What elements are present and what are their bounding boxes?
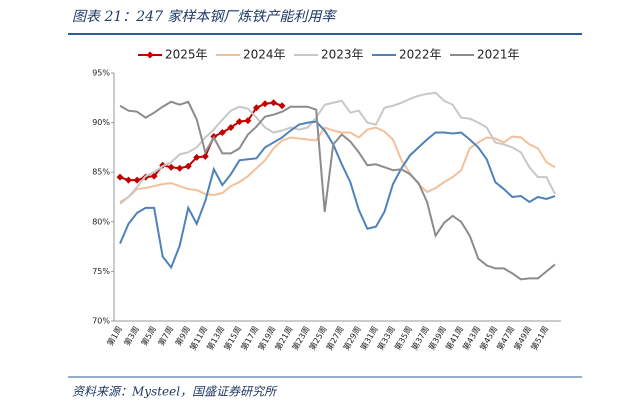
point-marker	[184, 162, 192, 170]
series-line	[119, 126, 556, 205]
point-marker	[218, 129, 226, 137]
legend-marker	[146, 51, 154, 59]
y-tick-label: 95%	[92, 69, 110, 78]
x-tick-label: 第7周	[156, 324, 175, 347]
y-tick-label: 90%	[92, 118, 110, 127]
y-tick-label: 80%	[92, 217, 110, 226]
point-marker	[261, 100, 269, 108]
point-marker	[201, 152, 209, 160]
chart-title: 图表 21：247 家样本钢厂炼铁产能利用率	[72, 9, 337, 25]
point-marker	[270, 99, 278, 107]
point-marker	[227, 124, 235, 132]
point-marker	[244, 117, 252, 125]
legend-label: 2023年	[321, 48, 364, 62]
series-line	[119, 91, 556, 203]
y-tick-label: 85%	[92, 168, 110, 177]
y-tick-label: 70%	[92, 317, 110, 326]
x-tick-label: 第51周	[529, 324, 551, 352]
legend-label: 2022年	[399, 48, 442, 62]
point-marker	[235, 118, 243, 126]
point-marker	[125, 176, 133, 184]
point-marker	[116, 173, 124, 181]
point-marker	[150, 172, 158, 180]
point-marker	[252, 104, 260, 112]
point-marker	[167, 163, 175, 171]
legend-label: 2024年	[243, 48, 286, 62]
point-marker	[193, 153, 201, 161]
legend-label: 2025年	[165, 48, 208, 62]
x-tick-label: 第5周	[139, 324, 158, 347]
x-tick-label: 第3周	[122, 324, 141, 347]
point-marker	[176, 164, 184, 172]
legend-label: 2021年	[477, 48, 520, 62]
series-line	[119, 120, 556, 270]
series-line	[119, 100, 556, 281]
point-marker	[278, 102, 286, 110]
source: 资料来源：Mysteel，国盛证券研究所	[72, 385, 278, 399]
y-tick-label: 75%	[92, 267, 110, 276]
x-tick-label: 第1周	[105, 324, 124, 347]
point-marker	[133, 176, 141, 184]
